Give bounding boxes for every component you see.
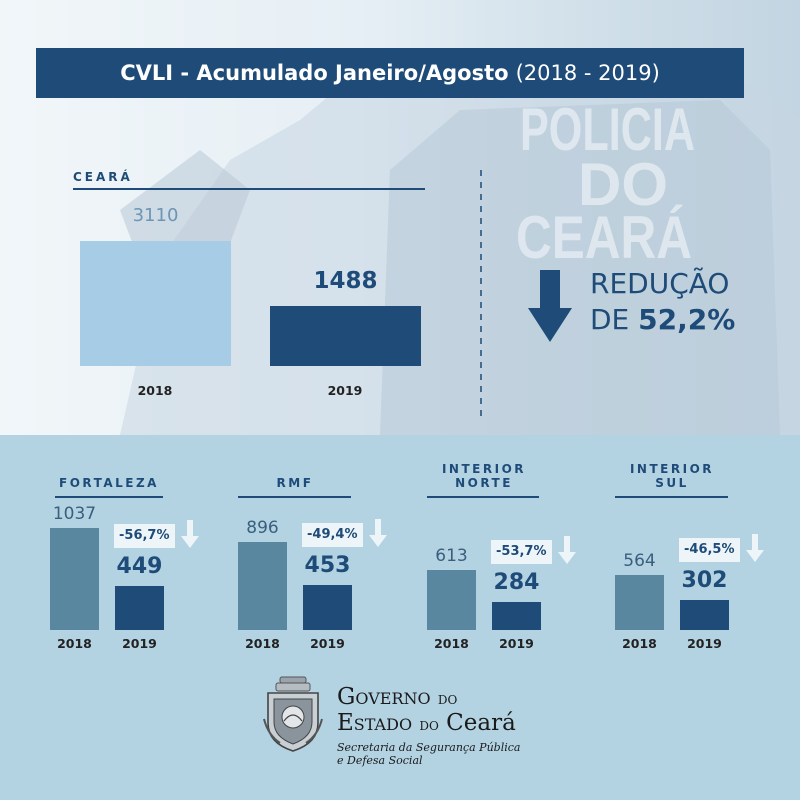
interior-norte-line2: NORTE: [455, 476, 513, 490]
fortaleza-change-badge: -56,7%: [114, 523, 175, 548]
fortaleza-bar-2019: [115, 585, 164, 630]
watermark-line-3: CEARÁ: [516, 204, 692, 271]
interior-norte-bar-2018: [427, 569, 476, 630]
interior-norte-year-2018: 2018: [434, 636, 469, 651]
government-cap-g: G: [337, 684, 356, 710]
rmf-year-2018: 2018: [245, 636, 280, 651]
interior-sul-label: INTERIOR SUL: [612, 462, 732, 490]
state-coat-of-arms-icon: [263, 676, 323, 752]
ceara-label: CEARÁ: [73, 170, 133, 184]
interior-sul-arrow-down-icon: [746, 534, 764, 563]
reduction-line1: REDUÇÃO: [590, 267, 730, 300]
fortaleza-year-2019: 2019: [122, 636, 157, 651]
rmf-value-2018: 896: [246, 517, 279, 538]
interior-sul-line1: INTERIOR: [629, 462, 715, 476]
title-years: (2018 - 2019): [515, 61, 660, 85]
interior-norte-line1: INTERIOR: [441, 462, 527, 476]
fortaleza-value-2018: 1037: [52, 504, 97, 524]
rmf-change-badge: -49,4%: [302, 523, 363, 548]
title-main: CVLI - Acumulado Janeiro/Agosto: [120, 61, 509, 85]
interior-sul-bar-2019: [680, 600, 729, 630]
interior-sul-line2: SUL: [655, 476, 689, 490]
reduction-text: REDUÇÃO DE 52,2%: [590, 266, 735, 338]
secretariat-line-1: Secretaria da Segurança Pública: [337, 741, 521, 754]
interior-sul-year-2018: 2018: [622, 636, 657, 651]
fortaleza-year-2018: 2018: [57, 636, 92, 651]
ceara-year-2018: 2018: [137, 383, 173, 398]
interior-sul-change-badge: -46,5%: [679, 538, 740, 563]
secretariat-line-2: e Defesa Social: [337, 754, 423, 767]
rmf-bar-2019: [303, 585, 352, 630]
ceara-bar-2019: [270, 306, 421, 366]
watermark-line-2: DO: [578, 151, 668, 218]
fortaleza-bar-2018: [50, 528, 99, 630]
secretariat-name: Secretaria da Segurança Pública e Defesa…: [337, 741, 520, 767]
government-do: do: [437, 689, 458, 709]
rmf-year-2019: 2019: [310, 636, 345, 651]
fortaleza-label: FORTALEZA: [59, 476, 159, 490]
estado-word: stado: [353, 710, 420, 736]
rmf-bar-2018: [238, 541, 287, 630]
rmf-value-2019: 453: [304, 553, 351, 579]
reduction-value: 52,2%: [638, 303, 736, 336]
government-word: overno: [355, 684, 438, 710]
government-line-2: Estado do Ceará: [337, 710, 516, 736]
ceara-rule: [73, 188, 425, 190]
fortaleza-value-2019: 449: [116, 553, 163, 579]
interior-sul-bar-2018: [615, 574, 664, 630]
rmf-rule: [238, 496, 351, 498]
fortaleza-rule: [55, 496, 163, 498]
fortaleza-arrow-down-icon: [181, 519, 199, 548]
reduction-prefix: DE: [590, 303, 630, 336]
ceara-year-2019: 2019: [327, 383, 363, 398]
ceara-bar-2018: [80, 241, 231, 366]
estado-ceara: Ceará: [438, 710, 516, 736]
arrow-down-icon: [528, 270, 572, 342]
interior-norte-value-2019: 284: [493, 570, 540, 596]
rmf-arrow-down-icon: [369, 519, 387, 548]
estado-do: do: [419, 715, 439, 735]
interior-norte-label: INTERIOR NORTE: [424, 462, 544, 490]
dashed-divider: [480, 170, 482, 418]
ceara-value-2018: 3110: [132, 205, 179, 226]
interior-sul-rule: [615, 496, 728, 498]
rmf-label: RMF: [276, 476, 314, 490]
estado-cap-e: E: [337, 710, 354, 736]
interior-norte-year-2019: 2019: [499, 636, 534, 651]
title-bar: CVLI - Acumulado Janeiro/Agosto (2018 - …: [36, 48, 744, 98]
ceara-value-2019: 1488: [313, 268, 378, 295]
interior-norte-rule: [427, 496, 539, 498]
reduction-line2: DE 52,2%: [590, 302, 735, 338]
interior-norte-value-2018: 613: [435, 545, 468, 566]
interior-norte-change-badge: -53,7%: [491, 540, 552, 565]
interior-sul-value-2018: 564: [623, 550, 656, 571]
watermark-line-1: POLICIA: [520, 96, 695, 163]
interior-norte-arrow-down-icon: [558, 536, 576, 565]
government-line-1: Governo do: [337, 684, 457, 710]
interior-norte-bar-2019: [492, 602, 541, 630]
interior-sul-year-2019: 2019: [687, 636, 722, 651]
interior-sul-value-2019: 302: [681, 568, 728, 594]
